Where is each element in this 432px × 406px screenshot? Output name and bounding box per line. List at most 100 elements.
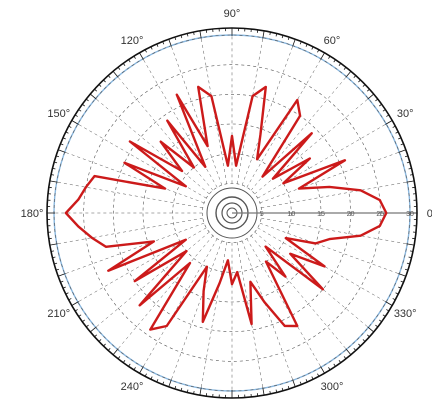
degree-tick <box>168 379 172 387</box>
data-point <box>298 187 300 190</box>
degree-tick <box>385 120 393 125</box>
angle-tick-label: 330° <box>394 308 417 320</box>
degree-tick <box>299 41 302 45</box>
degree-tick <box>133 55 136 59</box>
data-point <box>231 283 233 286</box>
data-point <box>181 170 183 172</box>
degree-tick <box>275 389 278 393</box>
data-point <box>184 238 187 241</box>
angle-tick-label: 30° <box>397 108 414 120</box>
angle-tick-label: 180° <box>21 208 44 220</box>
angle-tick-label: 60° <box>324 35 341 47</box>
degree-tick <box>199 387 202 396</box>
degree-tick <box>78 109 82 112</box>
degree-tick <box>292 379 296 387</box>
data-point <box>202 290 205 292</box>
degree-tick <box>103 343 106 347</box>
degree-tick <box>343 356 347 360</box>
degree-tick <box>103 79 106 83</box>
data-point <box>202 321 204 323</box>
data-point <box>93 175 96 177</box>
data-point <box>259 134 262 136</box>
data-point <box>284 237 287 239</box>
data-point <box>90 236 93 239</box>
grid-spoke <box>261 181 408 209</box>
data-point <box>256 158 258 161</box>
degree-tick <box>305 379 308 383</box>
degree-tick <box>343 66 347 70</box>
degree-tick <box>281 387 284 391</box>
degree-tick <box>85 324 89 328</box>
degree-tick <box>400 280 404 283</box>
degree-tick <box>317 373 320 377</box>
degree-tick <box>362 84 366 87</box>
data-point <box>359 189 362 192</box>
data-point <box>77 225 80 228</box>
data-point <box>310 132 313 135</box>
degree-tick <box>107 347 111 351</box>
degree-tick <box>65 292 69 295</box>
degree-tick <box>94 334 98 338</box>
degree-tick <box>82 103 85 107</box>
data-point <box>138 304 141 307</box>
data-point <box>251 95 254 97</box>
degree-tick <box>358 343 361 347</box>
radial-tick-label: 5 <box>260 211 264 218</box>
radial-tick-label: 20 <box>347 211 355 218</box>
degree-tick <box>311 376 314 380</box>
degree-tick <box>353 347 357 351</box>
data-point <box>265 260 267 263</box>
degree-tick <box>180 387 183 391</box>
degree-tick <box>345 71 352 78</box>
data-point <box>204 165 207 168</box>
data-point <box>289 253 292 255</box>
angle-tick-label: 150° <box>47 108 70 120</box>
degree-tick <box>133 367 136 371</box>
degree-tick <box>409 174 414 176</box>
degree-tick <box>139 52 144 60</box>
degree-tick <box>52 256 56 259</box>
data-point <box>235 164 237 167</box>
data-point <box>193 166 195 169</box>
degree-tick <box>338 63 342 66</box>
degree-tick <box>122 63 126 66</box>
data-point <box>149 328 152 331</box>
angle-tick-label: 120° <box>121 35 144 47</box>
degree-tick <box>281 35 284 39</box>
data-point <box>385 212 388 214</box>
data-point <box>129 140 131 143</box>
grid-spoke <box>95 98 210 195</box>
degree-tick <box>395 292 399 295</box>
degree-tick <box>408 167 412 170</box>
degree-tick <box>71 120 79 125</box>
grid-spoke <box>117 76 214 191</box>
data-point <box>185 250 188 252</box>
grid-spoke <box>64 151 205 204</box>
grid-spoke <box>246 238 322 368</box>
grid-spoke <box>56 181 203 209</box>
data-point <box>264 245 267 248</box>
degree-tick <box>49 180 58 183</box>
data-point <box>236 271 238 273</box>
degree-tick <box>382 314 386 317</box>
degree-tick <box>186 33 189 37</box>
degree-tick <box>333 59 336 63</box>
degree-tick <box>112 71 119 78</box>
data-point <box>282 182 285 185</box>
degree-tick <box>60 143 64 146</box>
degree-tick <box>395 131 399 134</box>
degree-tick <box>353 75 357 79</box>
degree-tick <box>392 125 396 128</box>
grid-spoke <box>170 240 223 381</box>
degree-tick <box>156 43 159 47</box>
degree-tick <box>338 360 342 363</box>
data-point <box>105 245 107 248</box>
degree-tick <box>107 75 111 79</box>
data-point <box>227 259 229 262</box>
grid-spoke <box>259 151 400 204</box>
data-point <box>344 159 346 162</box>
degree-tick <box>122 360 126 363</box>
degree-tick <box>199 30 202 39</box>
degree-tick <box>375 98 379 102</box>
degree-tick <box>269 390 271 395</box>
